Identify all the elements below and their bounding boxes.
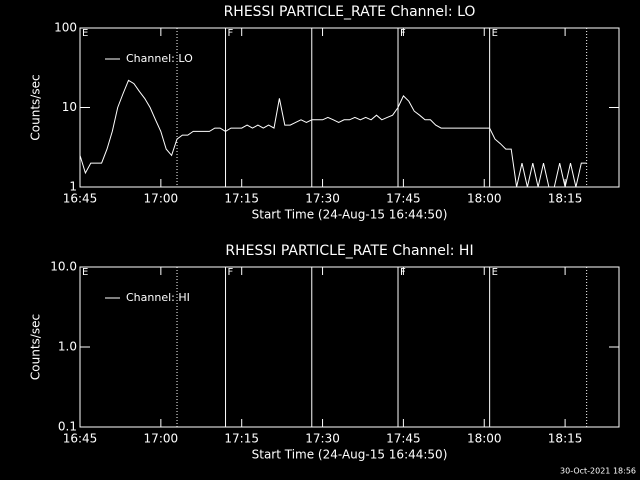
y-tick-label: 100 <box>54 21 77 35</box>
y-axis-label: Counts/sec <box>29 74 43 140</box>
x-tick-label: 18:15 <box>548 432 583 446</box>
y-tick-label: 10.0 <box>50 260 77 274</box>
event-label: F <box>400 267 406 278</box>
x-tick-label: 16:45 <box>63 432 98 446</box>
x-axis-label: Start Time (24-Aug-15 16:44:50) <box>252 208 448 222</box>
event-label: E <box>82 28 88 39</box>
y-tick-label: 1.0 <box>58 340 77 354</box>
legend-label: Channel: HI <box>126 291 190 304</box>
x-tick-label: 18:15 <box>548 192 583 206</box>
x-tick-label: 17:15 <box>224 192 259 206</box>
x-tick-label: 17:00 <box>144 432 179 446</box>
x-tick-label: 17:30 <box>305 432 340 446</box>
x-tick-label: 17:15 <box>224 432 259 446</box>
chart-title: RHESSI PARTICLE_RATE Channel: HI <box>225 243 473 259</box>
y-tick-label: 10 <box>62 100 77 114</box>
data-line <box>79 79 587 188</box>
event-label: F <box>400 28 406 39</box>
x-tick-label: 18:00 <box>467 192 502 206</box>
x-tick-label: 17:45 <box>386 432 421 446</box>
event-label: E <box>492 267 498 278</box>
y-tick-label: 1 <box>69 180 77 194</box>
x-tick-label: 17:45 <box>386 192 421 206</box>
event-label: F <box>228 28 234 39</box>
legend-label: Channel: LO <box>126 52 193 65</box>
event-label: F <box>228 267 234 278</box>
event-label: E <box>82 267 88 278</box>
x-tick-label: 17:30 <box>305 192 340 206</box>
x-tick-label: 17:00 <box>144 192 179 206</box>
y-tick-label: 0.1 <box>58 420 77 434</box>
y-axis-label: Counts/sec <box>29 314 43 380</box>
x-tick-label: 18:00 <box>467 432 502 446</box>
event-label: E <box>492 28 498 39</box>
x-tick-label: 16:45 <box>63 192 98 206</box>
x-axis-label: Start Time (24-Aug-15 16:44:50) <box>252 448 448 462</box>
timestamp: 30-Oct-2021 18:56 <box>560 467 636 476</box>
chart-title: RHESSI PARTICLE_RATE Channel: LO <box>224 4 476 20</box>
